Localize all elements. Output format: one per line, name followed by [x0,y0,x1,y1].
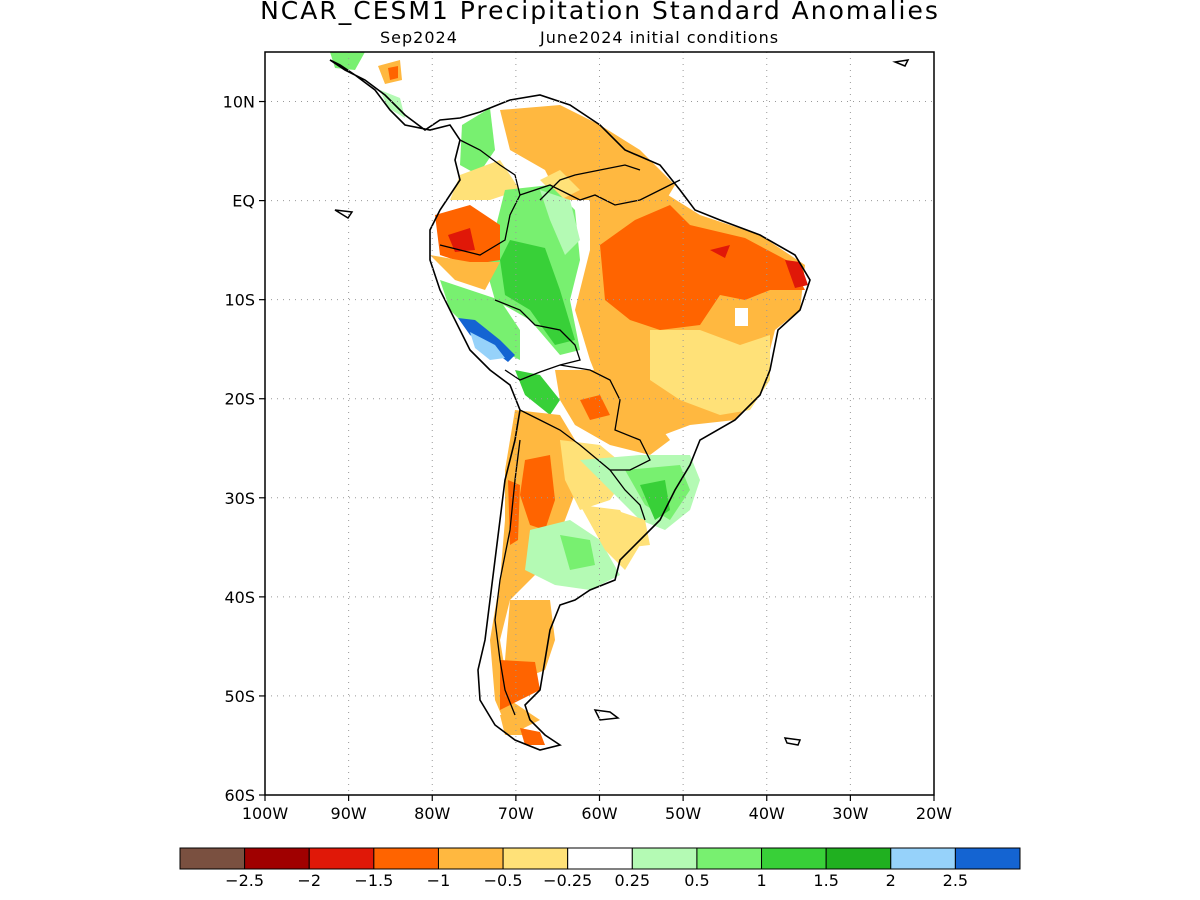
longitude-label: 50W [665,804,701,823]
anomaly-region [560,535,595,570]
anomaly-region [785,260,808,288]
latitude-label: 20S [224,390,255,409]
colorbar-label: −2 [297,871,321,890]
longitude-label: 40W [749,804,785,823]
longitude-label: 60W [581,804,617,823]
colorbar-swatch [696,847,763,870]
anomaly-region [520,728,545,745]
colorbar-label: 2 [886,871,896,890]
anomaly-region [500,105,675,210]
anomaly-region [460,108,495,175]
colorbar-label: 1 [756,871,766,890]
colorbar-swatches [179,847,1021,870]
anomaly-region [388,66,398,80]
colorbar-label: −0.25 [543,871,592,890]
forecast-month: Sep2024 [380,28,458,47]
anomaly-region [735,308,748,326]
anomaly-region [448,228,475,252]
latitude-label: 30S [224,489,255,508]
anomaly-region [450,160,520,200]
colorbar-swatch [373,847,439,870]
colorbar-swatch [502,847,569,870]
axis-ticks: 100W 90W 80W 70W 60W 50W 40W 30W 20W 10N EQ 10S 20S 3… [223,93,953,823]
map-frame [264,51,935,796]
colorbar-swatch [308,847,375,870]
anomaly-region [470,332,505,360]
colorbar-label: 2.5 [943,871,968,890]
colorbar-swatch [631,847,698,870]
coastline [334,209,354,220]
colorbar-label: −0.5 [484,871,523,890]
country-borders [439,139,681,716]
anomaly-region [508,480,520,545]
colorbar-swatch [761,847,827,870]
colorbar-label: −1 [427,871,451,890]
latitude-label: 60S [224,786,255,805]
colorbar-swatch [954,847,1021,870]
colorbar-swatch [244,847,310,870]
coastline [783,737,802,746]
coastline [593,709,620,721]
longitude-label: 90W [331,804,367,823]
anomaly-region [500,712,525,735]
anomaly-region [500,240,575,345]
anomaly-region [505,600,555,680]
coastline [892,59,910,67]
colorbar-swatch [567,847,633,870]
colorbar-label: 1.5 [813,871,838,890]
longitude-label: 80W [414,804,450,823]
colorbar-label: 0.5 [684,871,709,890]
anomaly-region [640,480,670,520]
anomaly-region [580,395,610,420]
latitude-label: EQ [232,192,255,211]
colorbar-label: −2.5 [225,871,264,890]
colorbar-label: −1.5 [354,871,393,890]
anomaly-fields [329,52,910,751]
latitude-label: 40S [224,588,255,607]
anomaly-region [520,455,555,530]
longitude-label: 20W [916,804,952,823]
anomaly-region [555,370,670,455]
colorbar-swatch [437,847,504,870]
anomaly-region [500,660,540,710]
anomaly-region [650,330,770,415]
longitude-label: 30W [832,804,868,823]
colorbar-swatch [825,847,892,870]
longitude-label: 100W [242,804,289,823]
longitude-label: 70W [498,804,534,823]
latitude-label: 10S [224,291,255,310]
initial-conditions: June2024 initial conditions [540,28,780,47]
coastline [329,59,811,751]
colorbar-swatch [890,847,956,870]
anomaly-region [600,205,805,330]
colorbar-labels: −2.5 −2 −1.5 −1 −0.5 −0.25 0.25 0.5 1 1.5 2 2.5 [225,871,968,890]
map-title: NCAR_CESM1 Precipitation Standard Anomal… [260,0,940,25]
anomaly-region [515,370,560,415]
anomaly-region [710,245,730,258]
colorbar-swatch [179,847,246,870]
latitude-label: 50S [224,687,255,706]
anomaly-region [540,170,580,200]
anomaly-region [458,318,515,362]
colorbar-label: 0.25 [614,871,650,890]
anomaly-region [430,255,500,290]
anomaly-region [540,190,580,255]
latitude-label: 10N [223,93,255,112]
